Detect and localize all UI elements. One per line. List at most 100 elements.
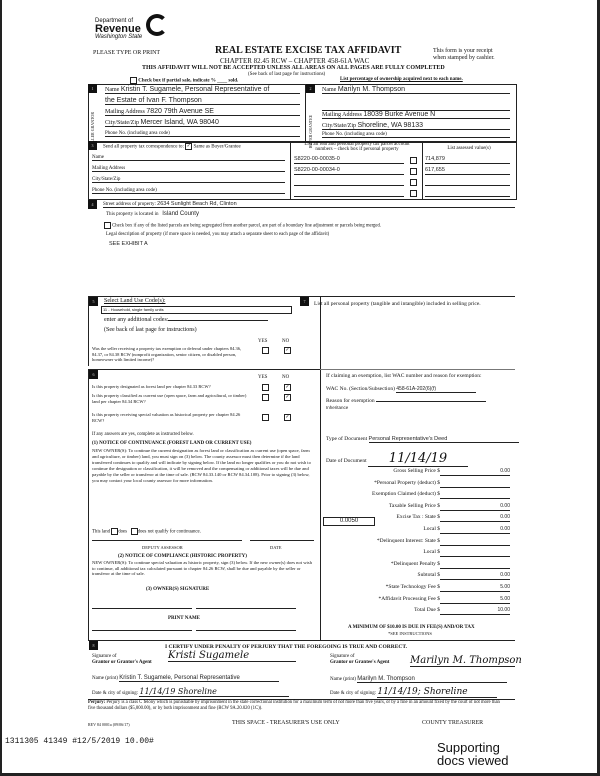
buyer-address[interactable]: 18039 Burke Avenue N [363,111,436,118]
supporting-stamp: Supporting [437,740,500,755]
grantee-date-label: Date & city of signing: [330,691,377,696]
current-use-no-checkbox[interactable]: ✓ [284,394,291,401]
fee-value[interactable] [440,549,510,558]
property-street[interactable]: 2634 Sunlight Beach Rd, Clinton [157,201,237,207]
fee-value[interactable]: 10.00 [440,607,510,616]
buyer-name-2[interactable] [322,102,510,111]
logo-state: Washington State [95,34,143,40]
grantor-date-label: Date & city of signing: [92,691,139,696]
grantor-name-label: Name (print) [92,676,118,681]
seller-name-2[interactable]: the Estate of Ivan F. Thompson [105,97,202,104]
assessor-date-line[interactable] [250,540,314,541]
fee-value[interactable]: 0.00 [440,468,510,476]
q-no-checkbox[interactable]: ✓ [284,347,291,354]
parcel-number[interactable]: S8220-00-00034-0 [294,167,404,175]
q-yes-checkbox[interactable] [262,347,269,354]
seller-name[interactable]: Kristin T. Sugamele, Personal Representa… [120,86,270,93]
fee-value[interactable] [440,538,510,546]
seller-name-label: Name [105,87,120,93]
fee-value[interactable]: 0.00 [440,526,510,534]
assessor-date-label: DATE [270,545,282,550]
personal-property-checkbox[interactable] [410,168,417,175]
document-date[interactable]: 11/14/19 [368,451,468,467]
form-chapter: CHAPTER 82.45 RCW – CHAPTER 458-61A WAC [220,57,370,65]
wac-number[interactable]: 458-61A-202(6)(f) [396,386,477,393]
deputy-assessor-line[interactable] [92,540,242,541]
owner-signature-line-2[interactable] [196,608,296,609]
forest-yes-checkbox[interactable] [262,384,269,391]
treasurer-stamp: 1311305 41349 #12/5/2019 10.00# [5,737,154,746]
buyer-name[interactable]: Marilyn M. Thompson [337,86,405,93]
grantor-date-city[interactable]: 11/14/19 Shoreline [139,687,290,697]
owner-signature-line[interactable] [92,608,192,609]
fee-label: Subtotal $ [417,572,440,579]
historic-question: Is this property receiving special valua… [92,412,241,423]
grantee-date-city[interactable]: 11/14/19; Shoreline [377,687,498,698]
legal-description[interactable]: SEE EXHIBIT A [109,241,148,247]
personal-property-label: List all personal property (tangible and… [314,301,481,307]
seller-phone-field[interactable]: Phone No. (including area code) [105,131,300,137]
fee-value[interactable]: 0.00 [440,514,510,523]
grantor-print-name[interactable]: Kristin T. Sugamele, Personal Representa… [119,675,280,682]
forest-no-checkbox[interactable]: ✓ [284,384,291,391]
grantee-signature[interactable]: Marilyn M. Thompson [410,655,522,667]
historic-yes-checkbox[interactable] [262,414,269,421]
print-name-line-2[interactable] [196,630,296,631]
no-header: NO [282,339,290,344]
seller-address[interactable]: 7820 79th Avenue SE [146,108,214,115]
print-name-line[interactable] [92,630,192,631]
additional-codes-field[interactable] [168,320,269,321]
fee-label: Taxable Selling Price $ [388,502,440,509]
segregated-checkbox[interactable] [104,222,111,229]
parcel-number[interactable] [294,178,404,186]
notice-compliance-title: (2) NOTICE OF COMPLIANCE (HISTORIC PROPE… [118,554,247,559]
personal-property-checkbox[interactable] [410,190,417,197]
does-not-checkbox[interactable] [130,528,138,535]
historic-no-checkbox[interactable]: ✓ [284,414,291,421]
local-rate-field[interactable]: 0.0050 [323,517,375,526]
correspondence-city-field[interactable]: City/State/Zip [92,177,285,183]
county-label: This property is located in [106,212,159,217]
notice-compliance-text: NEW OWNER(S): To continue special valuat… [92,560,312,576]
please-type: PLEASE TYPE OR PRINT [93,50,161,56]
perjury-text: Perjury is a class C felony which is pun… [88,700,500,711]
personal-property-checkbox[interactable] [410,179,417,186]
pct-note: List percentage of ownership acquired ne… [340,77,463,82]
wac-label: WAC No. (Section/Subsection) [326,386,395,392]
assessed-value[interactable] [425,178,510,186]
fee-value[interactable]: 5.00 [440,596,510,604]
assessed-value[interactable]: 617,655 [425,167,510,175]
parcel-number[interactable]: S8220-00-00035-0 [294,156,404,164]
grantor-signature[interactable]: Kristi Sugamele [168,650,296,662]
property-county[interactable]: Island County [162,211,199,217]
assessed-value[interactable] [425,189,510,197]
fee-label: *State Technology Fee $ [385,584,440,590]
rev-number: REV 84 0001a (09/06/17) [88,722,130,727]
assessed-value[interactable]: 714,879 [425,156,510,164]
personal-property-checkbox[interactable] [410,157,417,164]
perjury-label: Perjury: [88,700,106,705]
fee-value[interactable] [440,491,510,500]
exemption-reason[interactable]: Inheritance [326,405,349,410]
correspondence-name-field[interactable]: Name [92,155,285,161]
document-type[interactable]: Personal Representative's Deed [368,436,519,443]
buyer-city[interactable]: Shoreline, WA 98133 [357,122,424,129]
seller-city[interactable]: Mercer Island, WA 98040 [140,119,219,126]
parcel-number[interactable] [294,189,404,197]
same-as-buyer-checkbox[interactable]: ✓ [185,143,193,150]
fee-value[interactable]: 0.00 [440,572,510,581]
correspondence-address-field[interactable]: Mailing Address [92,166,285,172]
correspondence-phone-field[interactable]: Phone No. (including area code) [92,188,285,194]
parcel-header: List all real and personal property tax … [304,142,410,147]
land-use-select[interactable]: 11 - Household, single family units [101,306,292,314]
current-use-yes-checkbox[interactable] [262,394,269,401]
docs-viewed-stamp: docs viewed [437,753,509,768]
partial-sale-checkbox[interactable] [130,77,137,84]
fee-value[interactable]: 0.00 [440,503,510,511]
fee-value[interactable] [440,561,510,569]
grantee-print-name[interactable]: Marilyn M. Thompson [357,676,508,683]
fee-value[interactable]: 5.00 [440,584,510,592]
does-checkbox[interactable] [111,528,119,535]
buyer-phone-field[interactable]: Phone No. (including area code) [322,132,510,138]
fee-value[interactable] [440,480,510,488]
